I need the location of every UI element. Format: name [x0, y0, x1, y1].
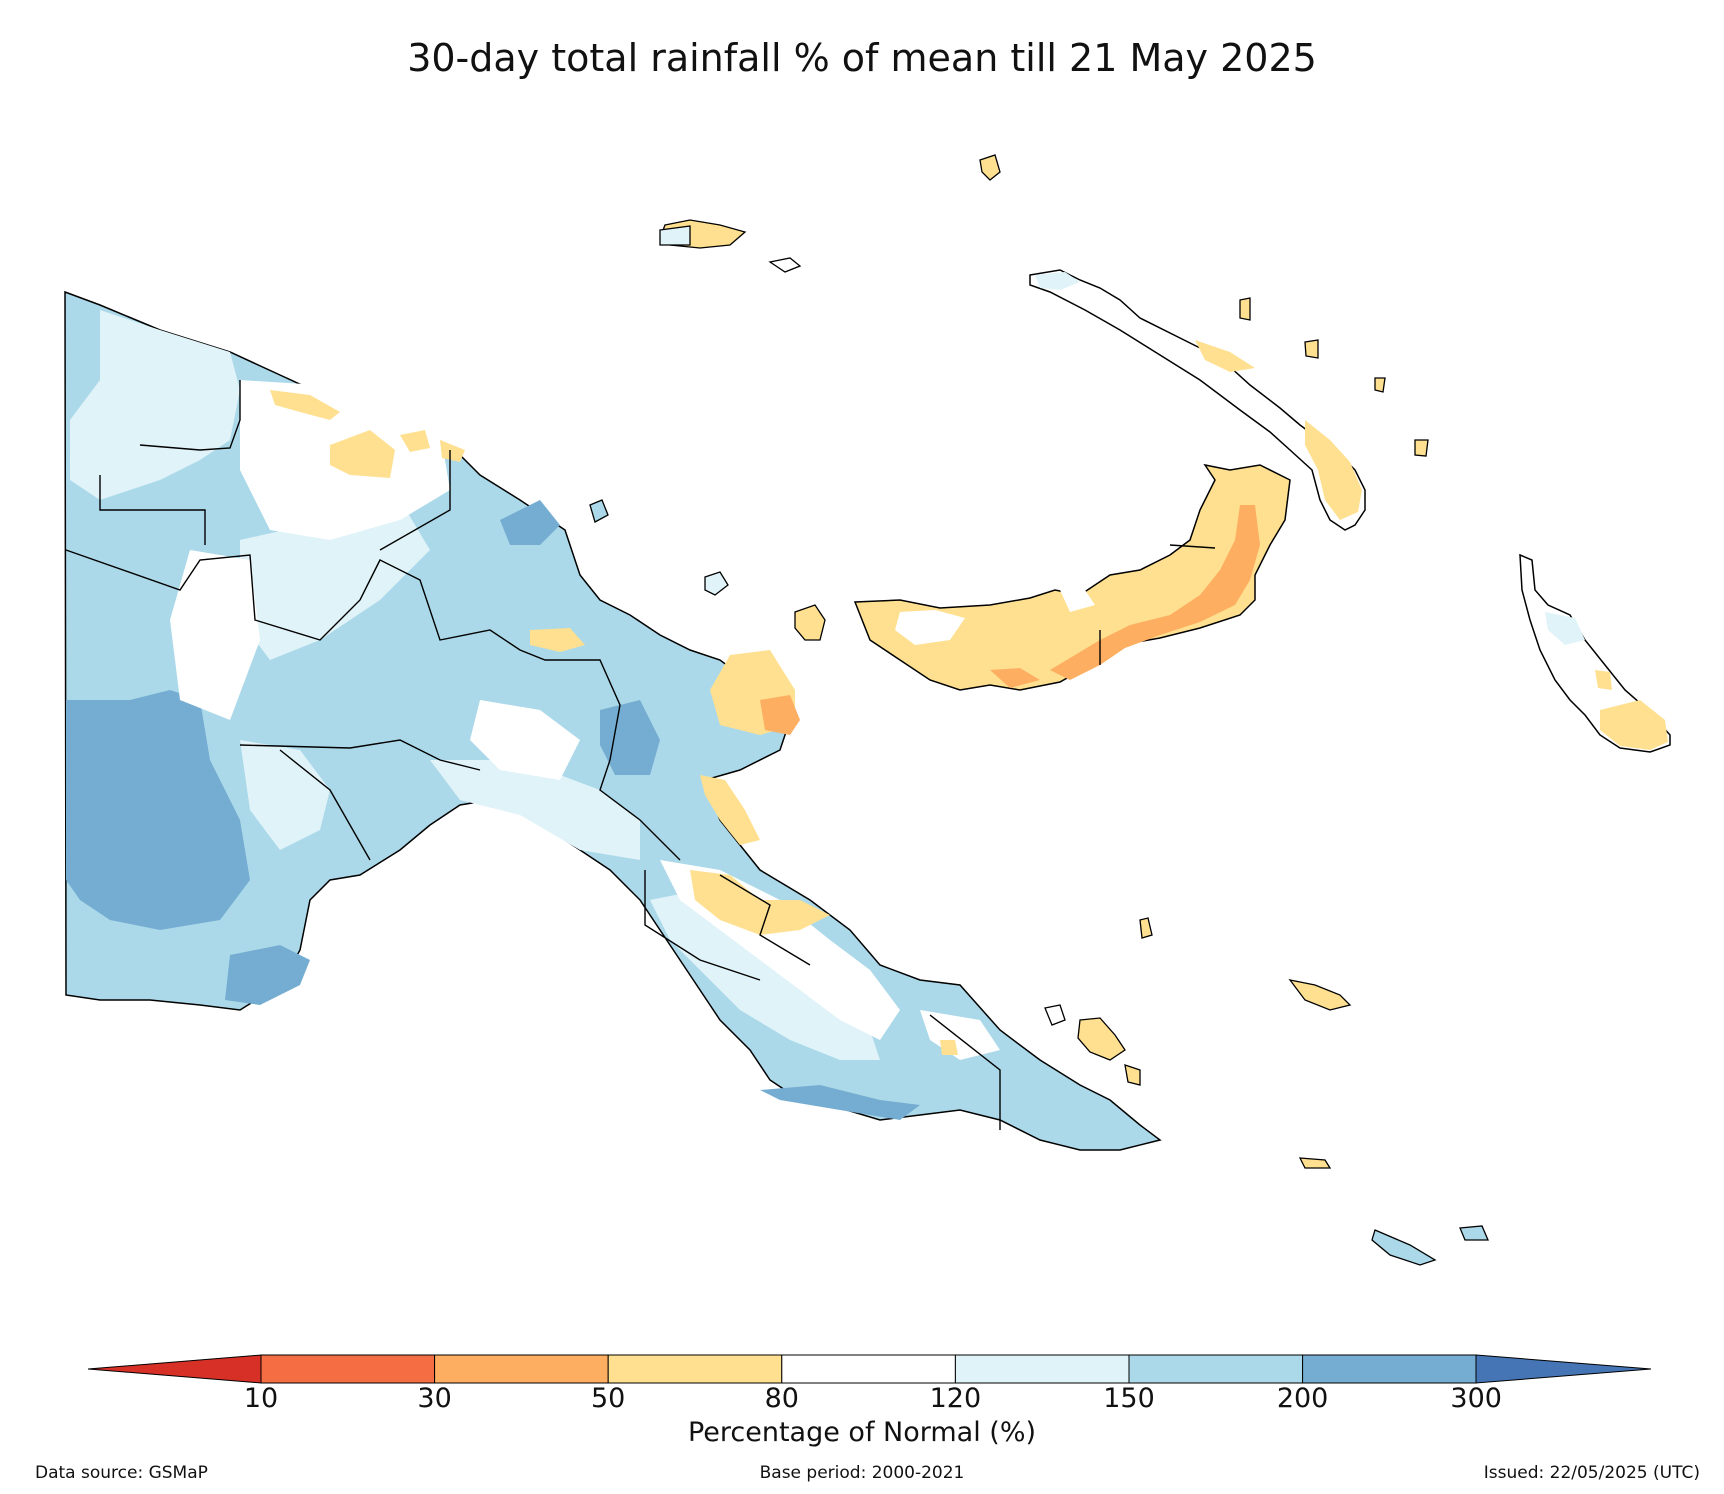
colorbar-label: Percentage of Normal (%)	[687, 1417, 1037, 1448]
colorbar-tick-label: 30	[417, 1383, 452, 1414]
rain-zone-200-300	[760, 1085, 920, 1120]
map-title: 30-day total rainfall % of mean till 21 …	[407, 36, 1317, 80]
island	[589, 499, 609, 523]
island	[1077, 1017, 1126, 1061]
rain-zone-120-150	[1035, 272, 1080, 290]
rain-zone-30-50	[1050, 505, 1260, 680]
islands-east	[1044, 917, 1489, 1266]
rain-zone-50-80	[1305, 420, 1362, 520]
island	[1374, 377, 1386, 393]
rain-zone-200-300	[600, 700, 660, 775]
colorbar-extend-high	[1475, 1354, 1652, 1384]
island	[1459, 1225, 1489, 1241]
rain-zone-80-120	[895, 610, 965, 645]
colorbar-bin	[781, 1354, 956, 1384]
issued-date: Issued: 22/05/2025 (UTC)	[1483, 1463, 1700, 1483]
colorbar-bin	[1302, 1354, 1477, 1384]
colorbar-tick-label: 200	[1276, 1383, 1329, 1414]
rain-zone-200-300	[225, 945, 310, 1005]
island	[1414, 439, 1429, 457]
rain-zone-120-150	[240, 500, 430, 660]
island-new-ireland	[1029, 269, 1366, 531]
rain-zone-120-150	[650, 890, 880, 1060]
rain-zone-80-120	[1060, 590, 1095, 612]
rain-zone-30-50	[990, 668, 1040, 688]
colorbar-tick-label: 10	[243, 1383, 279, 1414]
rain-zone-200-300	[66, 690, 250, 930]
rain-zone-50-80	[940, 1040, 958, 1055]
rain-zone-120-150	[240, 740, 330, 850]
island	[1298, 1157, 1332, 1169]
island	[659, 225, 691, 246]
rain-zone-50-80	[440, 440, 465, 462]
colorbar-bin	[1128, 1354, 1304, 1384]
province-boundaries	[65, 380, 1001, 1130]
rain-zone-50-80	[1195, 340, 1255, 372]
colorbar-bin	[434, 1354, 609, 1384]
colorbar-bin	[260, 1354, 436, 1384]
island	[1288, 979, 1352, 1011]
new-ireland-outline	[1029, 269, 1366, 531]
islands-north	[589, 154, 1429, 641]
colorbar-tick-label: 80	[764, 1383, 799, 1414]
colorbar-tick-label: 150	[1103, 1383, 1155, 1414]
rain-zone-50-80	[270, 390, 340, 420]
colorbar	[87, 1354, 1652, 1384]
island	[1044, 1004, 1066, 1026]
island	[1304, 339, 1319, 359]
island	[1124, 1064, 1141, 1086]
colorbar-tick-label: 300	[1450, 1383, 1502, 1414]
rain-zone-80-120	[170, 550, 260, 720]
island	[768, 257, 802, 273]
colorbar-tick-label: 50	[591, 1383, 626, 1414]
rain-zone-50-80	[530, 628, 585, 652]
island	[1371, 1229, 1437, 1266]
island	[794, 604, 826, 641]
island	[979, 154, 1001, 181]
rain-zone-120-150	[70, 310, 240, 500]
island-new-britain	[853, 463, 1291, 691]
colorbar-bin	[954, 1354, 1130, 1384]
rain-zone-30-50	[760, 695, 800, 735]
island	[1239, 297, 1251, 321]
colorbar-bin	[607, 1354, 783, 1384]
data-source: Data source: GSMaP	[35, 1463, 208, 1483]
island	[1139, 917, 1153, 939]
island	[704, 571, 729, 596]
rain-zone-50-80	[1600, 700, 1668, 750]
base-period: Base period: 2000-2021	[759, 1463, 965, 1483]
rain-zone-50-80	[330, 430, 395, 478]
island-bougainville	[1519, 553, 1671, 753]
rain-zone-120-150	[1545, 612, 1585, 645]
colorbar-extend-low	[87, 1354, 262, 1384]
rain-zone-50-80	[1595, 670, 1612, 690]
rain-zone-80-120	[470, 700, 580, 780]
mainland-west	[64, 290, 1162, 1151]
rain-zone-50-80	[700, 775, 760, 845]
rain-zone-120-150	[430, 760, 640, 860]
rain-zone-200-300	[500, 500, 560, 545]
rain-zone-50-80	[400, 430, 430, 452]
rain-zone-50-80	[690, 870, 830, 935]
colorbar-tick-label: 120	[929, 1383, 982, 1414]
